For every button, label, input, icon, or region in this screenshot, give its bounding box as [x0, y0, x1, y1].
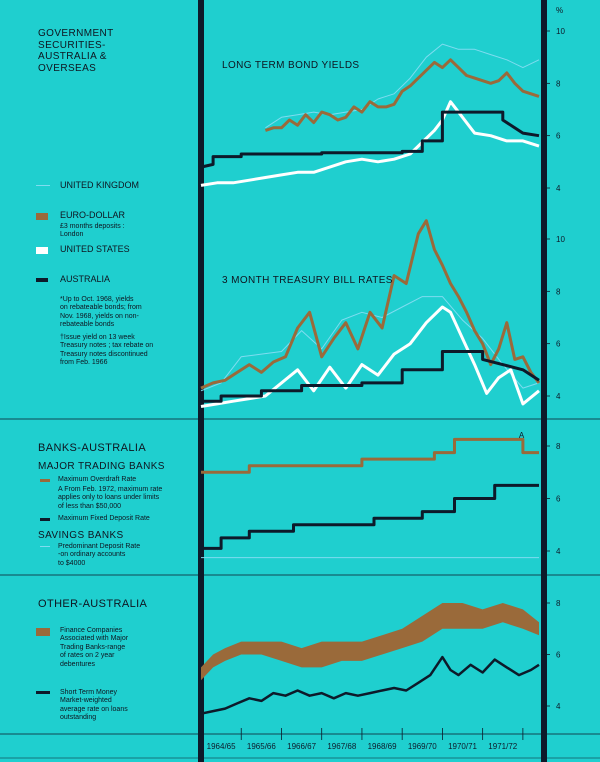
series-1-1: [200, 219, 541, 390]
x-tick-label-1: 1965/66: [247, 742, 276, 751]
x-tick-label-5: 1969/70: [408, 742, 437, 751]
legend-uk: UNITED KINGDOM: [60, 180, 140, 190]
series-0-1: [264, 58, 540, 132]
finance-swatch: [36, 628, 50, 636]
legend-euro-note: £3 months deposits : London: [60, 223, 125, 239]
stm-label: Short Term Money Market-weighted average…: [60, 689, 128, 722]
unit-label: %: [556, 6, 564, 15]
x-tick-label-6: 1970/71: [448, 742, 477, 751]
series-1-3: [201, 350, 540, 403]
gov-section-title: GOVERNMENT SECURITIES- AUSTRALIA & OVERS…: [38, 28, 188, 74]
y-tick-label-0-3: 10: [556, 27, 565, 36]
treasury-title: 3 MONTH TREASURY BILL RATES: [222, 275, 393, 286]
left-frame-bar: [198, 0, 204, 762]
y-tick-label-3-2: 8: [556, 599, 561, 608]
gov-title-line-2: SECURITIES-: [38, 39, 106, 51]
bond-yields-title: LONG TERM BOND YIELDS: [222, 60, 360, 71]
note-treasury: †Issue yield on 13 week Treasury notes ;…: [60, 334, 154, 367]
deposit-swatch: [40, 518, 50, 521]
stm-line: [200, 655, 540, 715]
series-0-2: [200, 100, 540, 187]
y-tick-label-3-0: 4: [556, 702, 561, 711]
legend-aus: AUSTRALIA: [60, 274, 111, 284]
savings-rate-label: Predominant Deposit Rate -on ordinary ac…: [58, 543, 141, 567]
series-2-1: [201, 483, 539, 550]
aus-swatch: [36, 278, 48, 282]
overdraft-swatch: [40, 479, 50, 482]
other-title: OTHER-AUSTRALIA: [38, 598, 148, 610]
x-tick-label-0: 1964/65: [207, 742, 236, 751]
x-tick-label-7: 1971/72: [488, 742, 517, 751]
y-tick-label-3-1: 6: [556, 651, 561, 660]
gov-title-line-1: GOVERNMENT: [38, 28, 114, 39]
uk-swatch: [36, 185, 50, 186]
y-tick-label-1-2: 8: [556, 287, 561, 296]
y-tick-label-1-1: 6: [556, 340, 561, 349]
savings-swatch: [40, 546, 50, 547]
series-0-0: [265, 43, 540, 129]
series-1-0: [200, 296, 540, 392]
overdraft-label: Maximum Overdraft Rate: [58, 476, 137, 483]
gov-title-line-4: OVERSEAS: [38, 62, 97, 74]
y-tick-label-1-3: 10: [556, 235, 565, 244]
right-frame-bar: [541, 0, 547, 762]
note-bonds: *Up to Oct. 1968, yields on rebateable b…: [60, 296, 142, 329]
y-tick-label-0-1: 6: [556, 132, 561, 141]
x-tick-label-4: 1968/69: [368, 742, 397, 751]
finance-band: [201, 603, 539, 681]
legend-us: UNITED STATES: [60, 244, 130, 254]
y-tick-label-0-2: 8: [556, 79, 561, 88]
banks-title: BANKS-AUSTRALIA: [38, 442, 147, 454]
series-2-0: [201, 437, 539, 474]
euro-swatch: [36, 213, 48, 220]
x-tick-label-2: 1966/67: [287, 742, 316, 751]
y-tick-label-0-0: 4: [556, 184, 561, 193]
overdraft-note: A From Feb. 1972, maximum rate applies o…: [58, 486, 163, 510]
y-tick-label-2-2: 8: [556, 442, 561, 451]
series-0-3: [200, 110, 540, 169]
savings-banks-title: SAVINGS BANKS: [38, 530, 124, 541]
finance-label: Finance Companies Associated with Major …: [60, 627, 129, 668]
y-tick-label-1-0: 4: [556, 392, 561, 401]
x-tick-label-3: 1967/68: [327, 742, 356, 751]
y-tick-label-2-1: 6: [556, 495, 561, 504]
deposit-label: Maximum Fixed Deposit Rate: [58, 515, 150, 522]
gov-title-line-3: AUSTRALIA &: [38, 51, 107, 62]
annotation-a: A: [519, 431, 525, 440]
major-banks-title: MAJOR TRADING BANKS: [38, 461, 165, 472]
legend-euro: EURO-DOLLAR: [60, 210, 126, 220]
stm-swatch: [36, 691, 50, 694]
y-tick-label-2-0: 4: [556, 547, 561, 556]
us-swatch: [36, 247, 48, 254]
